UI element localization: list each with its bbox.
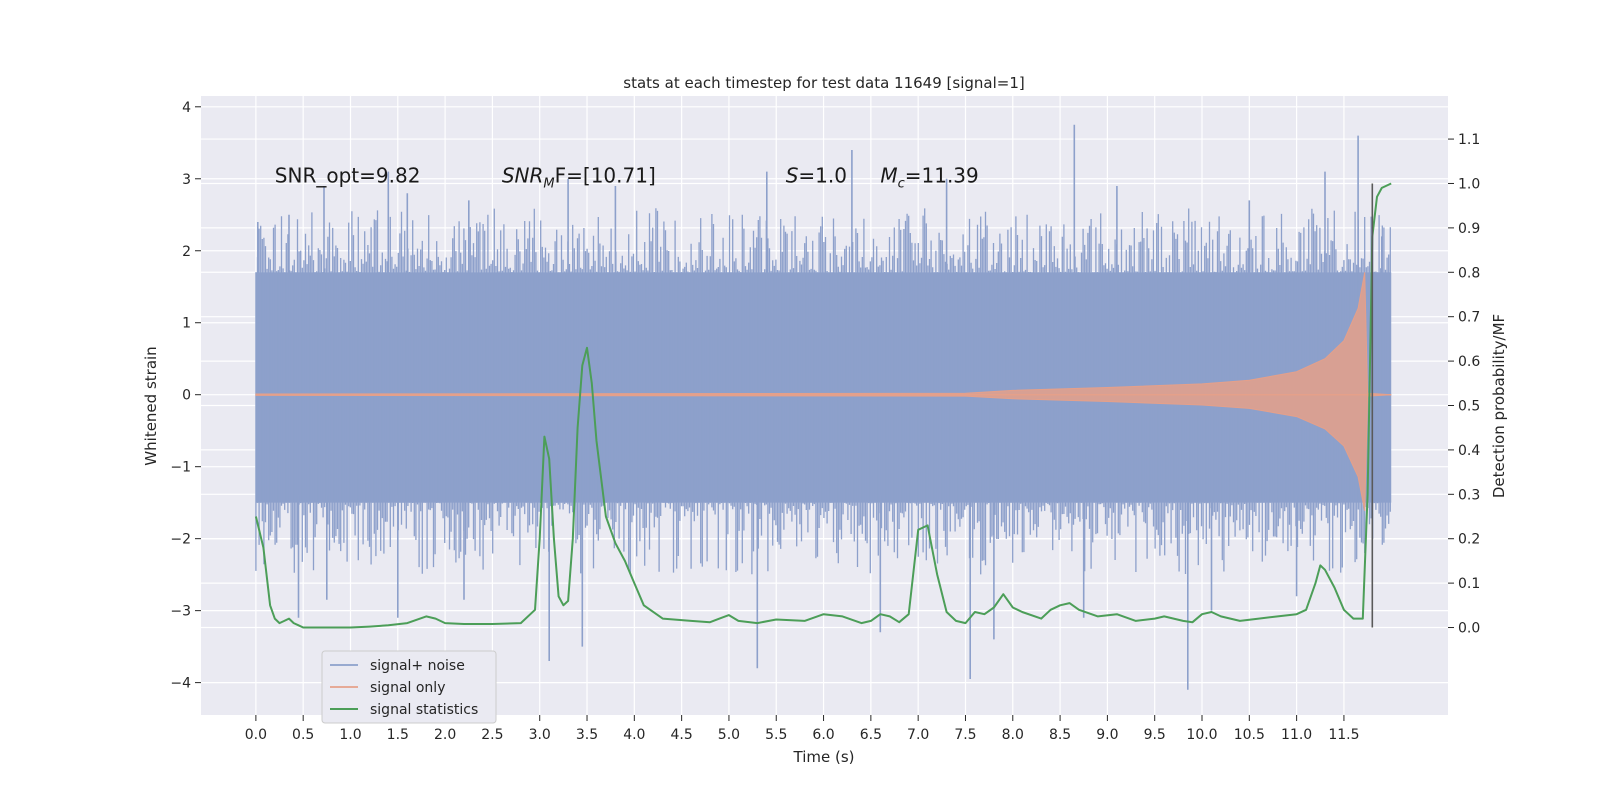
annotation-sub: M <box>543 176 554 191</box>
y-tick-label-right: 0.3 <box>1458 487 1480 503</box>
y-tick-label-right: 0.8 <box>1458 265 1480 281</box>
series-signal-statistics <box>254 182 1392 629</box>
x-tick-label: 6.0 <box>812 727 834 743</box>
y-tick-label-left: 2 <box>182 244 191 260</box>
y-tick-label-left: −4 <box>170 676 191 692</box>
x-tick-label: 5.5 <box>765 727 787 743</box>
y-tick-label-right: 0.6 <box>1458 354 1480 370</box>
y-tick-label-right: 0.7 <box>1458 310 1480 326</box>
y-tick-label-right: 0.1 <box>1458 576 1480 592</box>
y-tick-label-right: 0.0 <box>1458 621 1480 637</box>
annotation: Mc=11.39 <box>880 163 978 191</box>
x-tick-label: 1.5 <box>387 727 409 743</box>
annotations: SNR_opt=9.82 SNRMF=[10.71] S=1.0 Mc=11.39 <box>275 163 979 191</box>
x-tick-label: 6.5 <box>860 727 882 743</box>
x-tick-label: 1.0 <box>339 727 361 743</box>
annotation: SNR_opt=9.82 <box>275 163 421 187</box>
annotation-rest: =11.39 <box>905 163 979 187</box>
annotation-rest: F=[10.71] <box>555 163 656 187</box>
y-tick-label-left: −1 <box>170 460 191 476</box>
x-tick-label: 10.0 <box>1186 727 1217 743</box>
noise-peaks <box>257 124 1383 690</box>
y-tick-label-right: 0.4 <box>1458 443 1480 459</box>
legend-box <box>321 650 497 724</box>
annotation-main: M <box>880 163 897 187</box>
x-tick-label: 3.0 <box>529 727 551 743</box>
x-tick-label: 11.5 <box>1328 727 1359 743</box>
ticks: 0.0 0.5 1.0 1.5 2.0 2.5 3.0 3.5 4.0 4.5 5.0 5.5 6.0 6… <box>170 100 1480 743</box>
annotation-sub: c <box>898 176 905 191</box>
annotation: SNRMF=[10.71] <box>502 163 656 191</box>
x-tick-label: 7.5 <box>954 727 976 743</box>
annotation: S=1.0 <box>786 163 847 187</box>
legend-label: signal statistics <box>370 702 478 718</box>
x-tick-label: 5.0 <box>718 727 740 743</box>
x-axis-label: Time (s) <box>793 748 855 766</box>
annotation-main: SNR_opt=9.82 <box>275 163 421 187</box>
x-tick-label: 7.0 <box>907 727 929 743</box>
legend-label: signal only <box>370 680 445 696</box>
x-tick-label: 8.0 <box>1002 727 1024 743</box>
x-tick-label: 8.5 <box>1049 727 1071 743</box>
x-tick-label: 9.5 <box>1144 727 1166 743</box>
y-tick-label-left: 3 <box>182 172 191 188</box>
stats-line <box>254 182 1392 629</box>
legend: signal+ noise signal only signal statistic… <box>321 650 497 724</box>
x-tick-label: 2.5 <box>481 727 503 743</box>
series-signal-only <box>255 272 1392 511</box>
x-tick-label: 2.0 <box>434 727 456 743</box>
x-tick-label: 9.0 <box>1096 727 1118 743</box>
y-tick-label-left: 1 <box>182 316 191 332</box>
legend-label: signal+ noise <box>370 658 465 674</box>
y-tick-label-right: 0.5 <box>1458 399 1480 415</box>
chart-title: stats at each timestep for test data 116… <box>623 74 1024 92</box>
y-axis-label-left: Whitened strain <box>142 346 160 465</box>
y-tick-label-right: 0.9 <box>1458 221 1480 237</box>
x-tick-label: 4.5 <box>671 727 693 743</box>
annotation-main: SNR <box>502 163 544 187</box>
x-tick-label: 4.0 <box>623 727 645 743</box>
y-tick-label-right: 1.0 <box>1458 176 1480 192</box>
y-tick-label-left: 0 <box>182 388 191 404</box>
x-tick-label: 3.5 <box>576 727 598 743</box>
x-tick-label: 0.0 <box>245 727 267 743</box>
annotation-rest: =1.0 <box>798 163 847 187</box>
y-tick-label-left: 4 <box>182 100 191 116</box>
y-tick-label-left: −3 <box>170 604 191 620</box>
y-axis-label-right: Detection probability/MF <box>1490 314 1508 498</box>
y-tick-label-right: 1.1 <box>1458 132 1480 148</box>
y-tick-label-left: −2 <box>170 532 191 548</box>
y-tick-label-right: 0.2 <box>1458 532 1480 548</box>
x-tick-label: 10.5 <box>1234 727 1265 743</box>
annotation-main: S <box>786 163 799 187</box>
x-tick-label: 11.0 <box>1281 727 1312 743</box>
x-tick-label: 0.5 <box>292 727 314 743</box>
